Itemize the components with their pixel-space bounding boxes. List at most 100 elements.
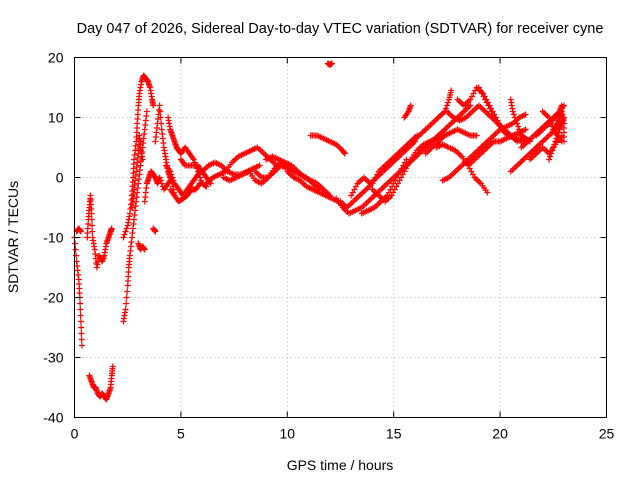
data-point — [78, 342, 85, 349]
data-point — [123, 225, 130, 232]
data-point — [484, 189, 491, 196]
data-point — [509, 108, 516, 115]
data-point — [341, 150, 348, 157]
data-point — [122, 228, 129, 235]
data-point — [473, 132, 480, 139]
data-points — [71, 60, 567, 403]
data-point — [548, 120, 555, 127]
data-point — [78, 336, 85, 343]
data-point — [89, 228, 96, 235]
data-point — [513, 117, 520, 124]
data-point — [77, 306, 84, 313]
data-point — [77, 312, 84, 319]
data-point — [88, 210, 95, 217]
axis-ticks: 0 5 10 15 20 25 -40 -30 -20 -10 0 10 20 — [43, 50, 614, 442]
data-point — [511, 114, 518, 121]
data-point — [407, 102, 414, 109]
data-point — [167, 168, 174, 175]
data-point — [551, 141, 558, 148]
data-point — [522, 126, 529, 133]
data-point — [517, 129, 524, 136]
data-point — [198, 177, 205, 184]
data-point — [122, 306, 129, 313]
data-point — [516, 126, 523, 133]
data-point — [256, 162, 263, 169]
x-tick-label: 5 — [177, 426, 185, 442]
data-point — [557, 123, 564, 130]
data-point — [522, 111, 529, 118]
data-point — [328, 60, 335, 67]
y-tick-label: 0 — [56, 170, 64, 186]
y-tick-label: 10 — [48, 110, 64, 126]
data-point — [168, 171, 175, 178]
grid-lines — [74, 57, 607, 418]
data-point — [77, 318, 84, 325]
data-point — [170, 177, 177, 184]
data-point — [158, 180, 165, 187]
chart-title: Day 047 of 2026, Sidereal Day-to-day VTE… — [77, 21, 604, 37]
x-tick-label: 0 — [71, 426, 79, 442]
data-point — [514, 120, 521, 127]
data-point — [150, 102, 157, 109]
data-point — [197, 180, 204, 187]
data-point — [547, 117, 554, 124]
data-point — [123, 300, 130, 307]
x-tick-label: 25 — [599, 426, 615, 442]
data-point — [157, 114, 164, 121]
data-point — [156, 102, 163, 109]
data-point — [550, 144, 557, 151]
data-point — [169, 174, 176, 181]
data-point — [444, 99, 451, 106]
data-point — [448, 87, 455, 94]
data-point — [555, 129, 562, 136]
data-point — [89, 222, 96, 229]
data-point — [443, 102, 450, 109]
data-point — [158, 120, 165, 127]
data-point — [558, 102, 565, 109]
y-tick-label: -30 — [43, 350, 63, 366]
x-tick-label: 10 — [280, 426, 296, 442]
data-point — [72, 240, 79, 247]
data-point — [157, 177, 164, 184]
data-point — [556, 126, 563, 133]
data-point — [141, 246, 148, 253]
data-point — [78, 330, 85, 337]
y-tick-label: -10 — [43, 230, 63, 246]
data-point — [78, 324, 85, 331]
data-point — [109, 363, 116, 370]
data-point — [143, 108, 150, 115]
data-point — [156, 174, 163, 181]
data-point — [515, 123, 522, 130]
data-point — [442, 105, 449, 112]
data-point — [108, 225, 115, 232]
data-point — [467, 102, 474, 109]
x-tick-label: 20 — [492, 426, 508, 442]
y-tick-label: 20 — [48, 50, 64, 66]
x-tick-label: 15 — [386, 426, 402, 442]
data-point — [77, 300, 84, 307]
data-point — [88, 216, 95, 223]
data-point — [547, 153, 554, 160]
data-point — [124, 288, 131, 295]
data-point — [552, 138, 559, 145]
data-point — [123, 294, 130, 301]
data-point — [120, 234, 127, 241]
y-tick-label: -20 — [43, 290, 63, 306]
data-point — [546, 156, 553, 163]
data-point — [546, 114, 553, 121]
y-axis-label: SDTVAR / TECUs — [5, 181, 21, 293]
data-point — [549, 147, 556, 154]
data-point — [73, 252, 80, 259]
data-point — [553, 135, 560, 142]
data-point — [190, 156, 197, 163]
data-point — [548, 150, 555, 157]
data-point — [554, 132, 561, 139]
y-tick-label: -40 — [43, 410, 63, 426]
data-point — [510, 111, 517, 118]
x-axis-label: GPS time / hours — [287, 457, 394, 473]
data-point — [139, 156, 146, 163]
data-point — [152, 228, 159, 235]
data-point — [72, 246, 79, 253]
data-point — [77, 228, 84, 235]
